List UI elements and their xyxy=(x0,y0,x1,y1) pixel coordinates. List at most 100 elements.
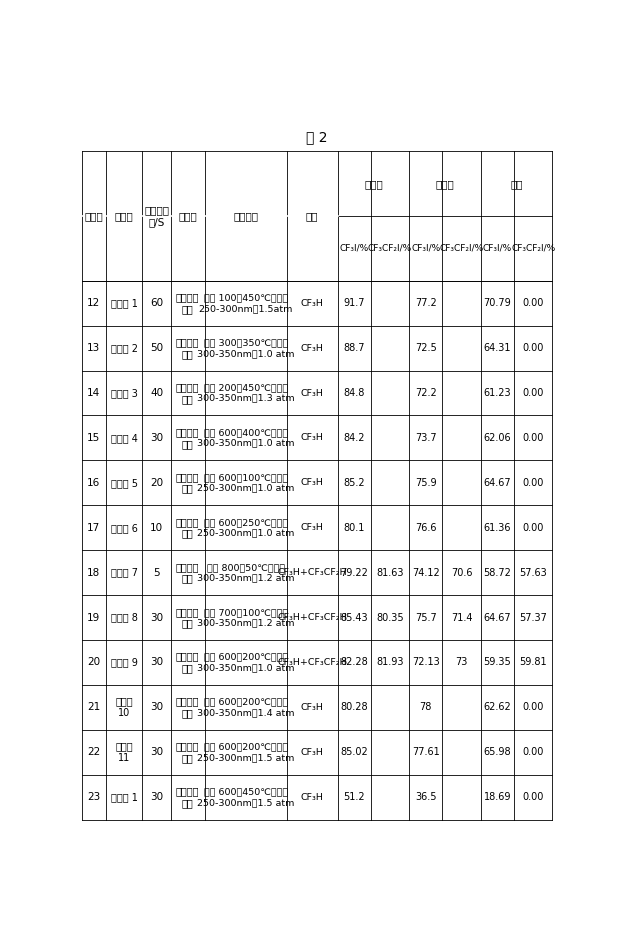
Text: 固定床反
应器: 固定床反 应器 xyxy=(176,383,199,404)
Text: 催化剂: 催化剂 xyxy=(115,211,134,221)
Text: 85.43: 85.43 xyxy=(340,613,368,622)
Text: 0.00: 0.00 xyxy=(522,522,544,533)
Text: 23: 23 xyxy=(87,792,100,802)
Text: 15: 15 xyxy=(87,433,100,443)
Text: CF₃I/%: CF₃I/% xyxy=(483,244,512,253)
Text: CF₃CF₂I/%: CF₃CF₂I/% xyxy=(511,244,555,253)
Text: 64.67: 64.67 xyxy=(483,613,511,622)
Text: CF₃H: CF₃H xyxy=(301,343,324,353)
Text: 实施例 4: 实施例 4 xyxy=(111,433,137,443)
Text: 空速 200、450℃、波长
300-350nm、1.3 atm: 空速 200、450℃、波长 300-350nm、1.3 atm xyxy=(197,383,295,403)
Text: 61.23: 61.23 xyxy=(483,388,511,398)
Text: 空速 600、250℃、波长
250-300nm、1.0 atm: 空速 600、250℃、波长 250-300nm、1.0 atm xyxy=(197,518,295,537)
Text: 实施例 1: 实施例 1 xyxy=(111,299,137,308)
Text: 实施例 8: 实施例 8 xyxy=(111,613,137,622)
Text: 固定床反
应器: 固定床反 应器 xyxy=(176,787,199,808)
Text: 30: 30 xyxy=(150,613,163,622)
Text: 0.00: 0.00 xyxy=(522,747,544,758)
Text: 空速 100、450℃、波长
250-300nm、1.5atm: 空速 100、450℃、波长 250-300nm、1.5atm xyxy=(199,294,293,313)
Text: 72.13: 72.13 xyxy=(412,658,439,667)
Text: 实施例 5: 实施例 5 xyxy=(111,478,137,488)
Text: 51.2: 51.2 xyxy=(344,792,365,802)
Text: 固定床反
应器: 固定床反 应器 xyxy=(176,651,199,674)
Text: 空速 800、50℃、波长
300-350nm、1.2 atm: 空速 800、50℃、波长 300-350nm、1.2 atm xyxy=(197,563,295,582)
Text: 固定床反
应器: 固定床反 应器 xyxy=(176,427,199,449)
Text: 固定床反
应器: 固定床反 应器 xyxy=(176,742,199,763)
Text: CF₃H: CF₃H xyxy=(301,434,324,442)
Text: 84.2: 84.2 xyxy=(344,433,365,443)
Text: 75.9: 75.9 xyxy=(415,478,436,488)
Text: 59.81: 59.81 xyxy=(519,658,547,667)
Text: 0.00: 0.00 xyxy=(522,388,544,398)
Text: 固定床反
应器: 固定床反 应器 xyxy=(176,292,199,314)
Text: 77.2: 77.2 xyxy=(415,299,436,308)
Text: 64.67: 64.67 xyxy=(483,478,511,488)
Text: CF₃H+CF₃CF₂H: CF₃H+CF₃CF₂H xyxy=(277,613,347,622)
Text: 实施例 9: 实施例 9 xyxy=(111,658,137,667)
Text: 59.35: 59.35 xyxy=(483,658,511,667)
Text: 22: 22 xyxy=(87,747,100,758)
Text: 84.8: 84.8 xyxy=(344,388,365,398)
Text: 0.00: 0.00 xyxy=(522,343,544,353)
Text: CF₃CF₂I/%: CF₃CF₂I/% xyxy=(368,244,412,253)
Text: 表 2: 表 2 xyxy=(306,130,328,144)
Text: 85.02: 85.02 xyxy=(340,747,368,758)
Text: 实施例: 实施例 xyxy=(85,211,103,221)
Text: 73.7: 73.7 xyxy=(415,433,436,443)
Text: 0.00: 0.00 xyxy=(522,433,544,443)
Text: 实施例
11: 实施例 11 xyxy=(115,742,133,763)
Text: 80.1: 80.1 xyxy=(344,522,365,533)
Text: 80.35: 80.35 xyxy=(376,613,404,622)
Text: 50: 50 xyxy=(150,343,163,353)
Text: 19: 19 xyxy=(87,613,100,622)
Text: 18.69: 18.69 xyxy=(483,792,511,802)
Text: 74.12: 74.12 xyxy=(412,567,439,578)
Text: 空速 600、100℃、波长
250-300nm、1.0 atm: 空速 600、100℃、波长 250-300nm、1.0 atm xyxy=(197,473,295,493)
Text: 0.00: 0.00 xyxy=(522,792,544,802)
Text: 77.61: 77.61 xyxy=(412,747,439,758)
Text: 80.28: 80.28 xyxy=(340,703,368,712)
Text: 空速 600、400℃、波长
300-350nm、1.0 atm: 空速 600、400℃、波长 300-350nm、1.0 atm xyxy=(197,428,295,448)
Text: 13: 13 xyxy=(87,343,100,353)
Text: CF₃I/%: CF₃I/% xyxy=(340,244,369,253)
Text: 72.5: 72.5 xyxy=(415,343,436,353)
Text: CF₃H: CF₃H xyxy=(301,479,324,487)
Text: 82.28: 82.28 xyxy=(340,658,368,667)
Text: 78: 78 xyxy=(420,703,432,712)
Text: 17: 17 xyxy=(87,522,100,533)
Text: CF₃H: CF₃H xyxy=(301,747,324,757)
Text: 流化床反
应器: 流化床反 应器 xyxy=(176,606,199,628)
Text: 30: 30 xyxy=(150,658,163,667)
Text: CF₃CF₂I/%: CF₃CF₂I/% xyxy=(439,244,483,253)
Text: CF₃H: CF₃H xyxy=(301,793,324,801)
Text: 20: 20 xyxy=(150,478,163,488)
Text: 62.62: 62.62 xyxy=(483,703,511,712)
Text: 实施例 3: 实施例 3 xyxy=(111,388,137,398)
Text: 85.2: 85.2 xyxy=(344,478,365,488)
Text: 原料: 原料 xyxy=(306,211,318,221)
Text: 30: 30 xyxy=(150,433,163,443)
Text: 16: 16 xyxy=(87,478,100,488)
Text: CF₃H: CF₃H xyxy=(301,388,324,397)
Text: 61.36: 61.36 xyxy=(483,522,511,533)
Text: CF₃H+CF₃CF₂H: CF₃H+CF₃CF₂H xyxy=(277,568,347,578)
Text: 40: 40 xyxy=(150,388,163,398)
Text: 实施例 7: 实施例 7 xyxy=(111,567,137,578)
Text: 57.63: 57.63 xyxy=(519,567,547,578)
Text: 30: 30 xyxy=(150,747,163,758)
Text: 空速 600、200℃、波长
300-350nm、1.0 atm: 空速 600、200℃、波长 300-350nm、1.0 atm xyxy=(197,653,295,672)
Text: 固定床反
应器: 固定床反 应器 xyxy=(176,472,199,494)
Text: CF₃H+CF₃CF₂H: CF₃H+CF₃CF₂H xyxy=(277,658,347,667)
Text: CF₃H: CF₃H xyxy=(301,703,324,712)
Text: 76.6: 76.6 xyxy=(415,522,436,533)
Text: 36.5: 36.5 xyxy=(415,792,436,802)
Text: 81.93: 81.93 xyxy=(376,658,404,667)
Text: 比较例 1: 比较例 1 xyxy=(111,792,137,802)
Text: 空速 300、350℃、波长
300-350nm、1.0 atm: 空速 300、350℃、波长 300-350nm、1.0 atm xyxy=(197,339,295,358)
Text: 30: 30 xyxy=(150,792,163,802)
Text: 0.00: 0.00 xyxy=(522,703,544,712)
Text: CF₃H: CF₃H xyxy=(301,523,324,532)
Text: 空速 600、200℃、波长
250-300nm、1.5 atm: 空速 600、200℃、波长 250-300nm、1.5 atm xyxy=(197,743,295,762)
Text: 固定床反
应器: 固定床反 应器 xyxy=(176,697,199,718)
Text: 70.6: 70.6 xyxy=(451,567,472,578)
